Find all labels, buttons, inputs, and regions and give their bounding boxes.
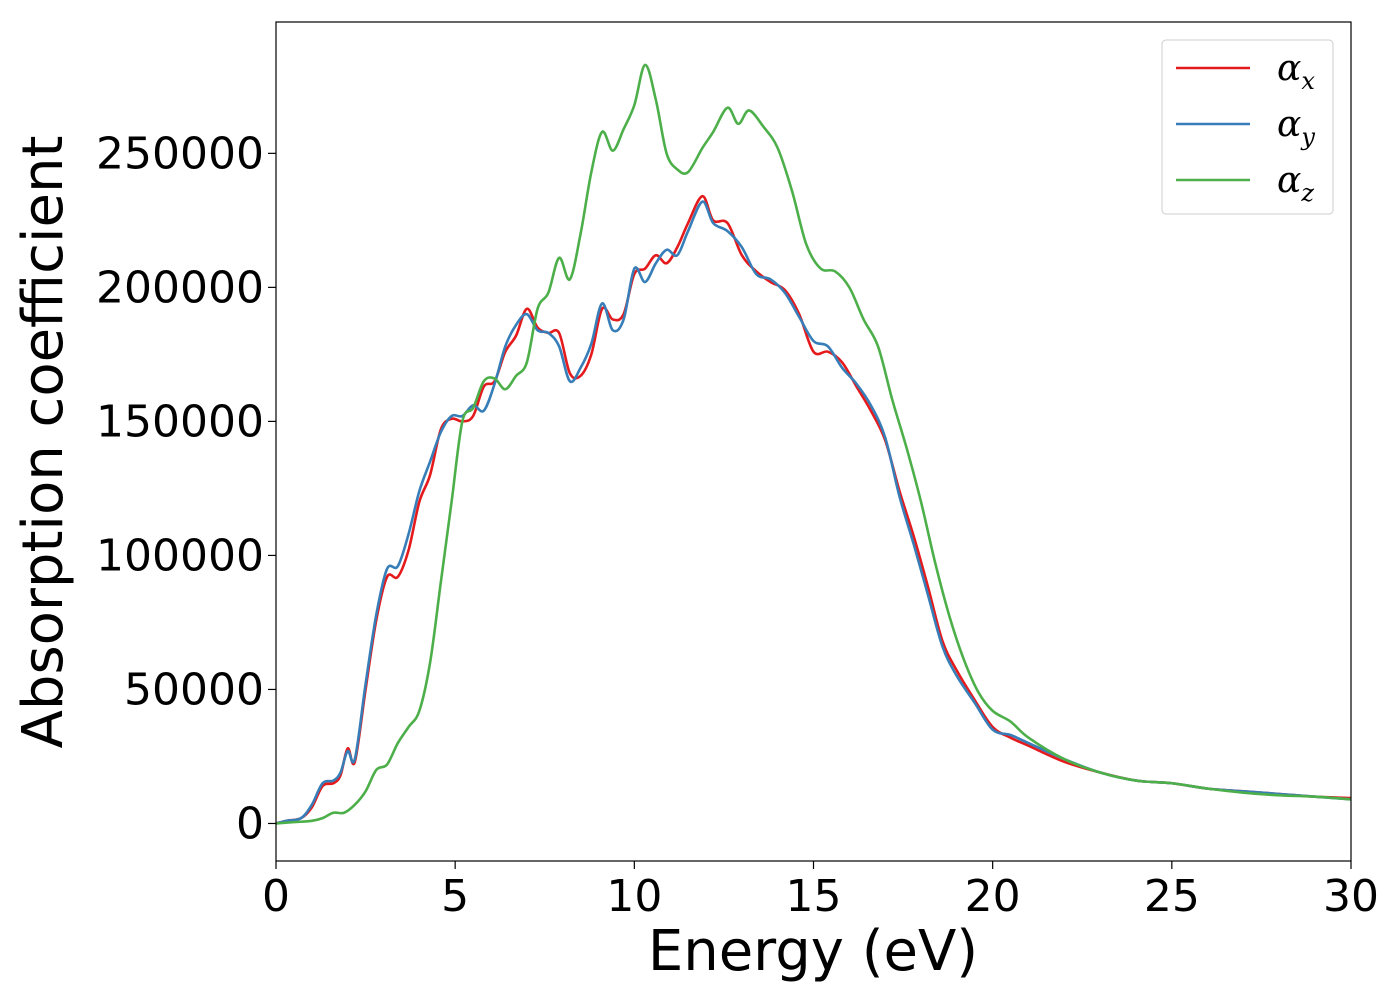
- series-line-alpha-x: [276, 194, 1351, 825]
- x-tick-label: 10: [606, 871, 662, 922]
- x-axis-label: Energy (eV): [648, 919, 978, 984]
- legend-label-alpha-y: αy: [1277, 104, 1315, 151]
- series-line-alpha-y: [276, 200, 1351, 825]
- x-tick-label: 5: [441, 871, 469, 922]
- legend: αx αy αz: [1161, 39, 1334, 215]
- y-tick-label: 100000: [96, 530, 264, 581]
- y-tick-label: 150000: [96, 396, 264, 447]
- y-tick-label: 0: [236, 798, 264, 849]
- series-line-alpha-z: [276, 63, 1351, 825]
- y-tick-label: 50000: [124, 664, 264, 715]
- legend-box: [1161, 39, 1334, 215]
- legend-label-alpha-x: αx: [1277, 48, 1315, 95]
- x-tick-label: 30: [1323, 871, 1379, 922]
- x-tick-label: 20: [965, 871, 1021, 922]
- y-axis-label: Absorption coefficient: [11, 136, 76, 749]
- y-tick-label: 200000: [96, 262, 264, 313]
- x-tick-label: 25: [1144, 871, 1200, 922]
- y-tick-label: 250000: [96, 128, 264, 179]
- x-tick-label: 15: [786, 871, 842, 922]
- legend-label-alpha-z: αz: [1277, 160, 1314, 207]
- x-tick-label: 0: [262, 871, 290, 922]
